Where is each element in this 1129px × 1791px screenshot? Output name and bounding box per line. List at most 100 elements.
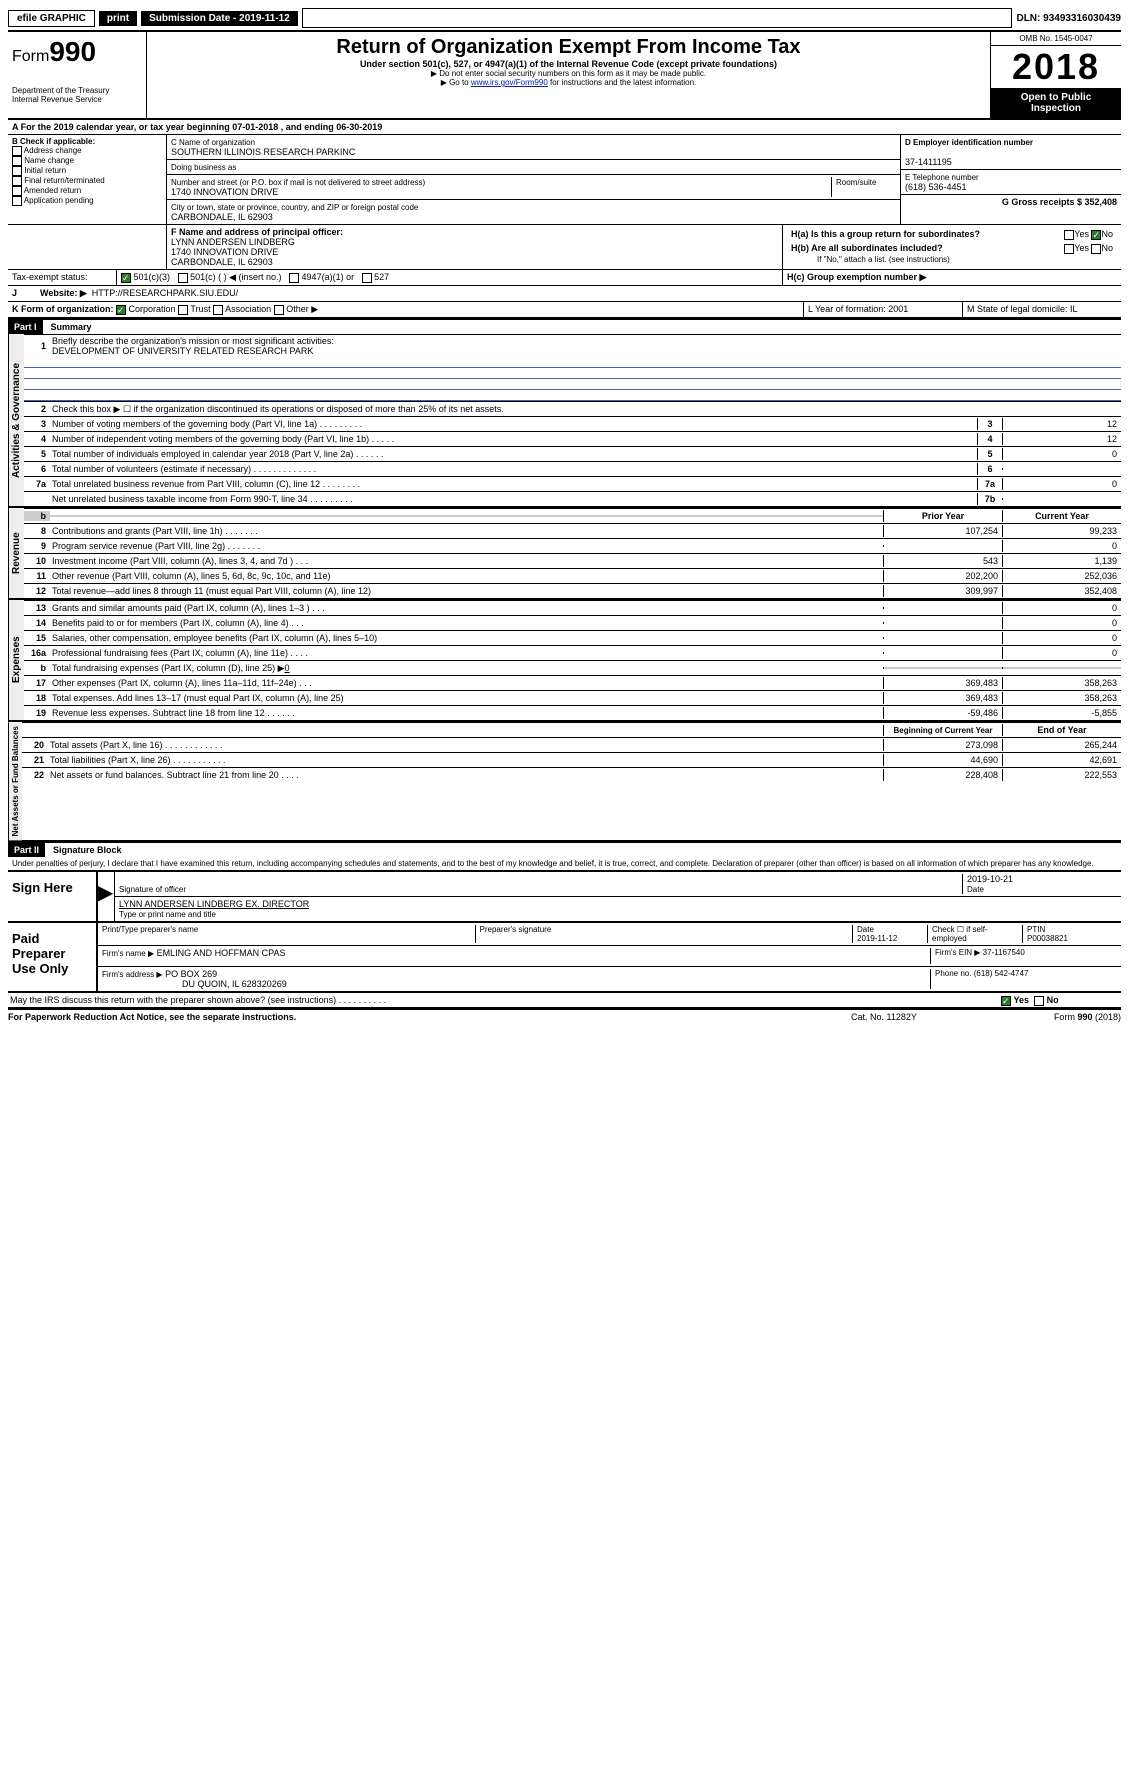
website-url: HTTP://RESEARCHPARK.SIU.EDU/ xyxy=(92,288,238,298)
officer-label: F Name and address of principal officer: xyxy=(171,227,343,237)
checkbox-pending[interactable] xyxy=(12,196,22,206)
ha-yes[interactable] xyxy=(1064,230,1074,240)
firm-addr: PO BOX 269 xyxy=(165,969,217,979)
4947-check[interactable] xyxy=(289,273,299,283)
prep-date: 2019-11-12 xyxy=(857,934,897,943)
other-check[interactable] xyxy=(274,305,284,315)
dln: DLN: 93493316030439 xyxy=(1016,13,1121,24)
tax-year: 2018 xyxy=(991,46,1121,88)
checkbox-name[interactable] xyxy=(12,156,22,166)
501c-check[interactable] xyxy=(178,273,188,283)
prior-year-header: Prior Year xyxy=(883,510,1002,522)
firm-name: EMLING AND HOFFMAN CPAS xyxy=(157,948,286,958)
section-a: A For the 2019 calendar year, or tax yea… xyxy=(8,120,1121,135)
hb-note: If "No," attach a list. (see instruction… xyxy=(787,255,1117,266)
officer-name: LYNN ANDERSEN LINDBERG xyxy=(171,237,295,247)
col-c: C Name of organization SOUTHERN ILLINOIS… xyxy=(167,135,901,224)
dept-label: Department of the Treasury xyxy=(12,86,142,95)
state-domicile: M State of legal domicile: IL xyxy=(962,302,1121,317)
netassets-section: Net Assets or Fund Balances Beginning of… xyxy=(8,722,1121,842)
l5-val: 0 xyxy=(1002,448,1121,460)
trust-check[interactable] xyxy=(178,305,188,315)
paid-label: Paid Preparer Use Only xyxy=(8,923,98,991)
l4-val: 12 xyxy=(1002,433,1121,445)
ein: 37-1411195 xyxy=(905,157,952,167)
sig-name: LYNN ANDERSEN LINDBERG EX. DIRECTOR xyxy=(119,899,309,909)
sign-here: Sign Here ▶ Signature of officer 2019-10… xyxy=(8,871,1121,922)
discuss-yes[interactable] xyxy=(1001,996,1011,1006)
name-label: C Name of organization xyxy=(171,138,255,147)
print-button[interactable]: print xyxy=(99,11,137,26)
527-check[interactable] xyxy=(362,273,372,283)
org-city: CARBONDALE, IL 62903 xyxy=(171,212,273,222)
form-header: Form990 Department of the Treasury Inter… xyxy=(8,32,1121,120)
part2-header: Part II Signature Block xyxy=(8,842,1121,857)
irs-label: Internal Revenue Service xyxy=(12,95,142,104)
col-b: B Check if applicable: Address change Na… xyxy=(8,135,167,224)
tax-status-label: Tax-exempt status: xyxy=(8,270,117,285)
expenses-section: Expenses 13Grants and similar amounts pa… xyxy=(8,600,1121,722)
perjury-text: Under penalties of perjury, I declare th… xyxy=(8,857,1121,871)
phone: (618) 536-4451 xyxy=(905,182,967,192)
row-j: J Website: ▶ HTTP://RESEARCHPARK.SIU.EDU… xyxy=(8,286,1121,302)
beg-year-header: Beginning of Current Year xyxy=(883,725,1002,736)
sig-date: 2019-10-21 xyxy=(967,874,1013,884)
form-title: Return of Organization Exempt From Incom… xyxy=(151,36,986,59)
ptin: P00038821 xyxy=(1027,934,1068,943)
cat-no: Cat. No. 11282Y xyxy=(851,1012,1001,1022)
hb-yes[interactable] xyxy=(1064,244,1074,254)
hb-label: H(b) Are all subordinates included? xyxy=(791,243,943,253)
checkbox-final[interactable] xyxy=(12,176,22,186)
dba-label: Doing business as xyxy=(171,163,236,172)
year-formation: L Year of formation: 2001 xyxy=(803,302,962,317)
org-addr: 1740 INNOVATION DRIVE xyxy=(171,187,278,197)
discuss-no[interactable] xyxy=(1034,996,1044,1006)
l7b-val xyxy=(1002,498,1121,500)
vert-governance: Activities & Governance xyxy=(8,334,24,506)
open-public: Open to Public Inspection xyxy=(991,88,1121,118)
assoc-check[interactable] xyxy=(213,305,223,315)
irs-link[interactable]: www.irs.gov/Form990 xyxy=(471,78,548,87)
vert-expenses: Expenses xyxy=(8,600,24,720)
omb: OMB No. 1545-0047 xyxy=(991,32,1121,46)
part1-header: Part I Summary xyxy=(8,319,1121,334)
ha-no[interactable] xyxy=(1091,230,1101,240)
org-name: SOUTHERN ILLINOIS RESEARCH PARKINC xyxy=(171,147,355,157)
vert-revenue: Revenue xyxy=(8,508,24,598)
501c3-check[interactable] xyxy=(121,273,131,283)
footer: For Paperwork Reduction Act Notice, see … xyxy=(8,1009,1121,1022)
checkbox-initial[interactable] xyxy=(12,166,22,176)
note-link: ▶ Go to www.irs.gov/Form990 for instruct… xyxy=(151,78,986,87)
corp-check[interactable] xyxy=(116,305,126,315)
row-i: Tax-exempt status: 501(c)(3) 501(c) ( ) … xyxy=(8,270,1121,286)
l7a-val: 0 xyxy=(1002,478,1121,490)
gross-receipts: G Gross receipts $ 352,408 xyxy=(1002,197,1117,207)
form-footer: Form 990 (2018) xyxy=(1001,1012,1121,1022)
firm-phone: Phone no. (618) 542-4747 xyxy=(931,969,1117,989)
hb-no[interactable] xyxy=(1091,244,1101,254)
addr-label: Number and street (or P.O. box if mail i… xyxy=(171,178,425,187)
form-number: Form990 xyxy=(12,36,142,68)
end-year-header: End of Year xyxy=(1002,724,1121,736)
form-subtitle: Under section 501(c), 527, or 4947(a)(1)… xyxy=(151,59,986,69)
website-label: Website: ▶ xyxy=(40,288,87,298)
self-emp: Check ☐ if self-employed xyxy=(928,925,1023,943)
checkbox-address[interactable] xyxy=(12,146,22,156)
ein-label: D Employer identification number xyxy=(905,138,1033,147)
checkbox-amended[interactable] xyxy=(12,186,22,196)
city-label: City or town, state or province, country… xyxy=(171,203,418,212)
section-bcd: B Check if applicable: Address change Na… xyxy=(8,135,1121,225)
paperwork-notice: For Paperwork Reduction Act Notice, see … xyxy=(8,1012,851,1022)
prep-sig-label: Preparer's signature xyxy=(476,925,854,943)
col-d: D Employer identification number 37-1411… xyxy=(901,135,1121,224)
firm-ein: Firm's EIN ▶ 37-1167540 xyxy=(931,948,1117,964)
paid-preparer: Paid Preparer Use Only Print/Type prepar… xyxy=(8,922,1121,992)
row-fh: F Name and address of principal officer:… xyxy=(8,225,1121,270)
hc-label: H(c) Group exemption number ▶ xyxy=(787,272,926,282)
officer-addr2: CARBONDALE, IL 62903 xyxy=(171,257,273,267)
room-label: Room/suite xyxy=(836,178,876,187)
vert-netassets: Net Assets or Fund Balances xyxy=(8,722,22,840)
sign-here-label: Sign Here xyxy=(8,872,98,921)
check-b-label: B Check if applicable: xyxy=(12,137,95,146)
mission: DEVELOPMENT OF UNIVERSITY RELATED RESEAR… xyxy=(52,346,313,356)
